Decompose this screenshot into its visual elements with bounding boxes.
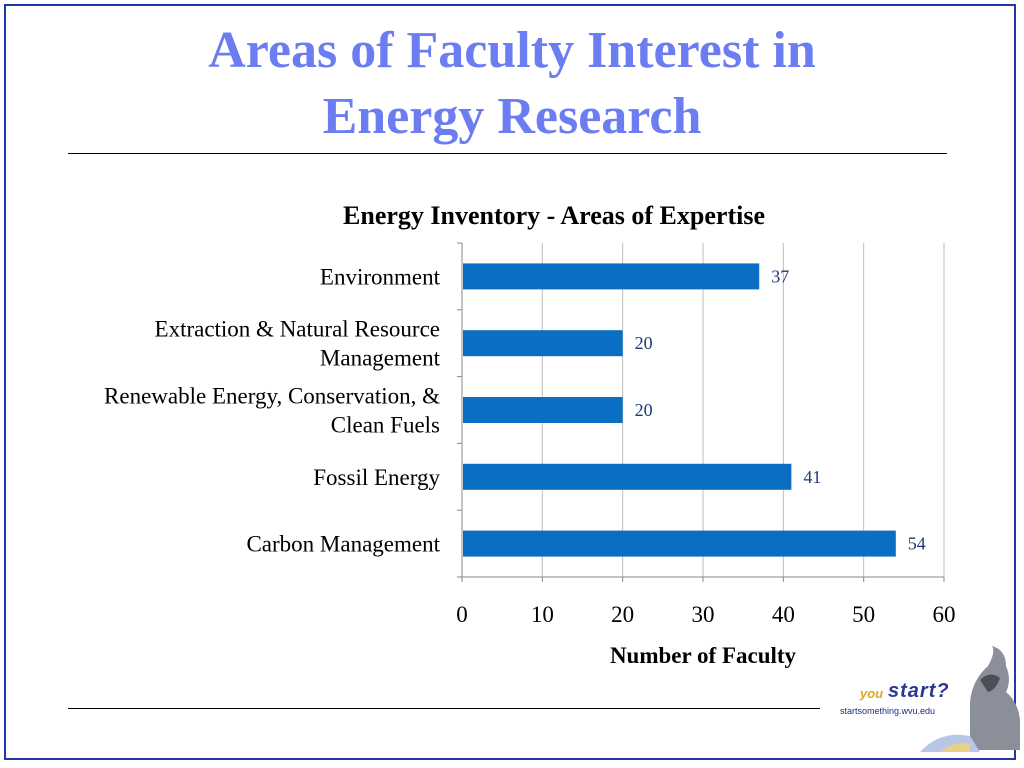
title-divider: [68, 153, 947, 154]
x-tick-label: 20: [611, 602, 634, 627]
category-label: Renewable Energy, Conservation, &: [104, 384, 440, 409]
bar: [463, 530, 896, 557]
x-tick-label: 0: [456, 602, 468, 627]
category-label: Environment: [320, 264, 441, 289]
x-tick-label: 50: [852, 602, 875, 627]
data-label: 20: [635, 400, 653, 420]
data-label: 54: [908, 534, 926, 554]
data-label: 20: [635, 333, 653, 353]
logo-start-text: start?: [888, 680, 950, 702]
bar: [463, 263, 760, 290]
category-label: Extraction & Natural Resource: [155, 317, 440, 342]
category-label: Management: [320, 346, 441, 371]
x-tick-label: 30: [692, 602, 715, 627]
slide-title-line-1: Areas of Faculty Interest in: [208, 22, 816, 79]
bar: [463, 397, 623, 423]
statue-portrait-icon: [920, 646, 1020, 752]
chart-title: Energy Inventory - Areas of Expertise: [343, 201, 765, 230]
x-tick-label: 40: [772, 602, 795, 627]
category-label: Carbon Management: [246, 532, 440, 557]
category-label: Clean Fuels: [331, 413, 440, 438]
data-label: 37: [771, 266, 789, 286]
logo-url-text: startsomething.wvu.edu: [840, 706, 936, 716]
x-axis-label: Number of Faculty: [610, 643, 797, 668]
bar: [463, 463, 792, 490]
bar: [463, 330, 623, 357]
data-label: 41: [803, 467, 821, 487]
category-label: Fossil Energy: [313, 465, 440, 490]
slide-title-line-2: Energy Research: [322, 88, 702, 145]
footer-divider: [68, 708, 820, 709]
footer-logo: you start? startsomething.wvu.edu: [820, 640, 1020, 755]
x-tick-label: 60: [933, 602, 956, 627]
x-tick-label: 10: [531, 602, 554, 627]
slide-title: Areas of Faculty Interest in Energy Rese…: [0, 18, 1024, 150]
logo-you-text: you: [860, 686, 884, 701]
slide-frame: [4, 4, 1016, 760]
